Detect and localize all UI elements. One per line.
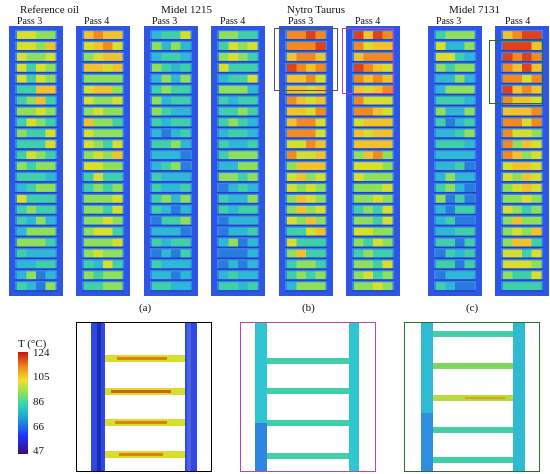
zoom-panel-a	[76, 322, 212, 472]
oil-title-midel-1215: Midel 1215	[161, 4, 213, 16]
caption-b: (b)	[302, 302, 315, 314]
zoom-panel-a-graphic	[77, 323, 211, 471]
zoom-panel-c	[404, 322, 540, 472]
temperature-column-ref-pass4	[76, 26, 130, 296]
temperature-column-nytro-pass4	[346, 26, 400, 296]
pass-label-midel7131-3: Pass 3	[436, 16, 462, 27]
pass-label-midel7131-4: Pass 4	[505, 16, 531, 27]
temperature-column-nytro-pass3	[279, 26, 333, 296]
zoom-panel-c-graphic	[405, 323, 539, 471]
temperature-column-midel7131-pass4	[495, 26, 549, 296]
oil-title-midel-7131: Midel 7131	[449, 4, 501, 16]
temperature-column-midel1215-pass3	[144, 26, 198, 296]
temperature-column-ref-pass3	[9, 26, 63, 296]
pass-label-ref-3: Pass 3	[17, 16, 43, 27]
pass-label-nytro-3: Pass 3	[288, 16, 314, 27]
temperature-column-midel7131-pass3	[428, 26, 482, 296]
caption-c: (c)	[466, 302, 479, 314]
highlight-box-nytro-pass4	[342, 28, 394, 94]
oil-title-reference: Reference oil	[20, 4, 79, 16]
colorbar-tick-66: 66	[33, 421, 44, 433]
pass-label-nytro-4: Pass 4	[355, 16, 381, 27]
highlight-box-nytro-pass3	[274, 28, 338, 91]
colorbar-tick-86: 86	[33, 396, 44, 408]
colorbar-tick-47: 47	[33, 445, 44, 457]
pass-label-midel1215-3: Pass 3	[152, 16, 178, 27]
colorbar-tick-105: 105	[33, 371, 50, 383]
colorbar-tick-124: 124	[33, 347, 50, 359]
zoom-panel-b	[240, 322, 376, 472]
pass-label-ref-4: Pass 4	[84, 16, 110, 27]
caption-a: (a)	[139, 302, 152, 314]
temperature-column-midel1215-pass4	[211, 26, 265, 296]
colorbar-gradient	[18, 352, 28, 454]
highlight-box-midel7131-pass4	[489, 40, 543, 104]
colorbar-title: T (°C)	[18, 338, 47, 350]
oil-title-nytro-taurus: Nytro Taurus	[287, 4, 345, 16]
pass-label-midel1215-4: Pass 4	[220, 16, 246, 27]
zoom-panel-b-graphic	[241, 323, 375, 471]
